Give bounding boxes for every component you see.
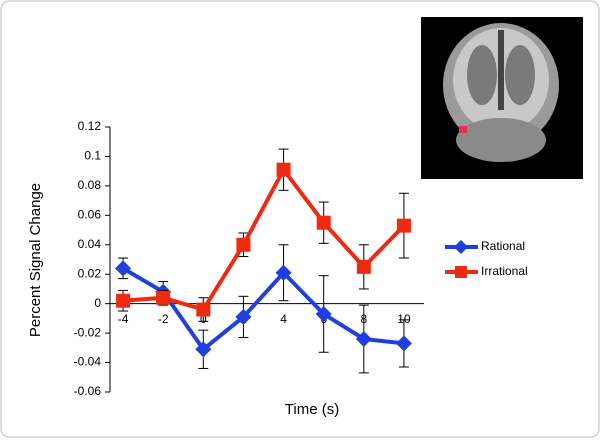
marker: [276, 162, 291, 177]
marker: [395, 335, 412, 352]
marker: [315, 305, 332, 322]
legend-swatch: [454, 240, 468, 254]
marker: [235, 308, 252, 325]
y-tick-label: 0: [94, 296, 101, 310]
marker: [236, 237, 251, 252]
marker: [316, 215, 331, 230]
marker: [116, 293, 131, 308]
x-axis-label: Time (s): [285, 401, 339, 418]
x-tick-label: 4: [280, 312, 287, 326]
marker: [115, 260, 132, 277]
y-tick-label: -0.06: [74, 384, 102, 398]
legend-swatch: [455, 266, 467, 278]
brain-inset: [421, 17, 583, 179]
marker: [396, 218, 411, 233]
y-tick-label: -0.02: [74, 325, 102, 339]
y-tick-label: 0.1: [84, 149, 101, 163]
y-tick-label: 0.04: [78, 237, 102, 251]
legend-label: Rational: [481, 239, 525, 253]
legend-label: Irrational: [481, 264, 528, 278]
y-tick-label: 0.12: [78, 119, 102, 133]
marker: [196, 302, 211, 317]
y-tick-label: -0.04: [74, 355, 102, 369]
x-tick-label: -2: [158, 312, 169, 326]
y-axis-label: Percent Signal Change: [27, 183, 44, 337]
marker: [275, 264, 292, 281]
x-tick-label: -4: [118, 312, 129, 326]
x-tick-label: 10: [397, 312, 411, 326]
y-tick-label: 0.08: [78, 178, 102, 192]
marker: [355, 331, 372, 347]
y-tick-label: 0.02: [78, 266, 102, 280]
marker: [156, 290, 171, 305]
marker: [356, 259, 371, 274]
marker: [195, 341, 212, 358]
y-tick-label: 0.06: [78, 208, 102, 222]
